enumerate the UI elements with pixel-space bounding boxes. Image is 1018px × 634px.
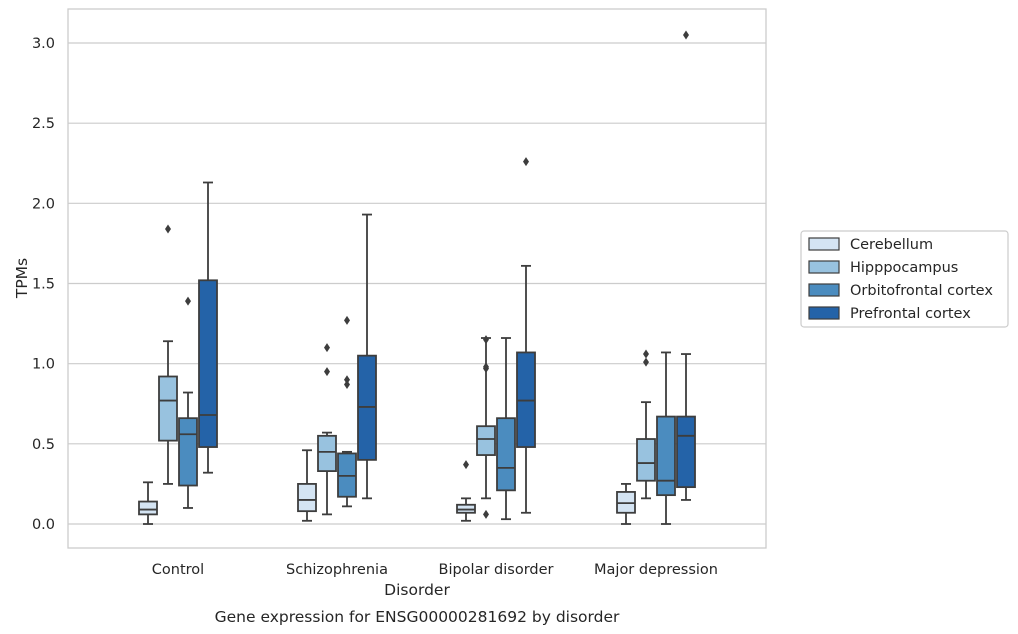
box: [516, 157, 536, 514]
outlier-point: [483, 509, 489, 519]
legend-item: Hipppocampus: [808, 260, 958, 276]
outlier-point: [463, 460, 469, 470]
box: [357, 213, 377, 500]
y-tick-label: 2.0: [32, 196, 55, 212]
series-2: [178, 296, 676, 525]
legend-item: Cerebellum: [808, 237, 933, 253]
legend-label: Prefrontal cortex: [850, 306, 971, 322]
x-tick-label: Bipolar disorder: [439, 562, 554, 578]
box-iqr: [138, 500, 158, 516]
legend-frame: [800, 230, 1009, 328]
box: [337, 315, 357, 508]
box: [636, 349, 656, 500]
y-axis-label: TPMs: [13, 258, 31, 299]
box: [676, 30, 696, 501]
legend-label: Orbitofrontal cortex: [850, 283, 993, 299]
legend-item: Prefrontal cortex: [808, 306, 971, 322]
box: [456, 460, 476, 522]
x-axis-label: Disorder: [384, 581, 450, 599]
outlier-point: [344, 315, 350, 325]
box: [198, 181, 218, 474]
box-iqr: [676, 415, 696, 489]
box: [476, 335, 496, 519]
outlier-point: [324, 367, 330, 377]
y-tick-label: 0.0: [32, 517, 55, 533]
box: [138, 481, 158, 525]
legend-swatch: [808, 237, 840, 251]
box: [158, 224, 178, 485]
outlier-point: [683, 30, 689, 40]
box-iqr: [636, 438, 656, 482]
legend-label: Hipppocampus: [850, 260, 958, 276]
outlier-point: [523, 157, 529, 167]
legend-swatch: [808, 260, 840, 274]
y-tick-label: 1.0: [32, 357, 55, 373]
box: [616, 483, 636, 525]
box-iqr: [198, 279, 218, 448]
box: [656, 351, 676, 525]
outlier-point: [643, 349, 649, 359]
box-iqr: [656, 415, 676, 497]
series-0: [138, 449, 636, 525]
legend-item: Orbitofrontal cortex: [808, 283, 993, 299]
y-tick-label: 3.0: [32, 36, 55, 52]
legend-label: Cerebellum: [850, 237, 933, 253]
outlier-point: [344, 375, 350, 385]
y-tick-label: 1.5: [32, 277, 55, 293]
outlier-point: [324, 343, 330, 353]
outlier-point: [185, 296, 191, 306]
outlier-point: [165, 224, 171, 234]
chart-caption: Gene expression for ENSG00000281692 by d…: [215, 608, 620, 626]
box: [297, 449, 317, 522]
outlier-point: [483, 335, 489, 345]
y-axis-ticks: 0.0 0.5 1.0 1.5 2.0 2.5 3.0: [32, 36, 55, 533]
box: [496, 337, 516, 521]
series-1: [158, 224, 656, 519]
y-tick-label: 2.5: [32, 116, 55, 132]
x-tick-label: Schizophrenia: [286, 562, 388, 578]
box-iqr: [158, 375, 178, 442]
y-tick-label: 0.5: [32, 437, 55, 453]
outlier-point: [483, 362, 489, 372]
box: [178, 296, 198, 509]
box-iqr: [476, 425, 496, 456]
x-axis-ticks: Control Schizophrenia Bipolar disorder Majo…: [152, 562, 718, 578]
box-iqr: [317, 434, 337, 472]
box-iqr: [178, 417, 198, 487]
box-iqr: [496, 417, 516, 492]
series-3: [198, 30, 696, 514]
box-iqr: [297, 483, 317, 513]
legend-swatch: [808, 283, 840, 297]
outlier-point: [643, 357, 649, 367]
box-series: [138, 30, 696, 525]
legend-swatch: [808, 306, 840, 320]
legend: Cerebellum Hipppocampus Orbitofrontal cort…: [800, 230, 1009, 328]
plot-frame: [67, 8, 767, 549]
x-tick-label: Major depression: [594, 562, 718, 578]
outlier-point: [344, 380, 350, 390]
box: [317, 343, 337, 516]
x-tick-label: Control: [152, 562, 204, 578]
